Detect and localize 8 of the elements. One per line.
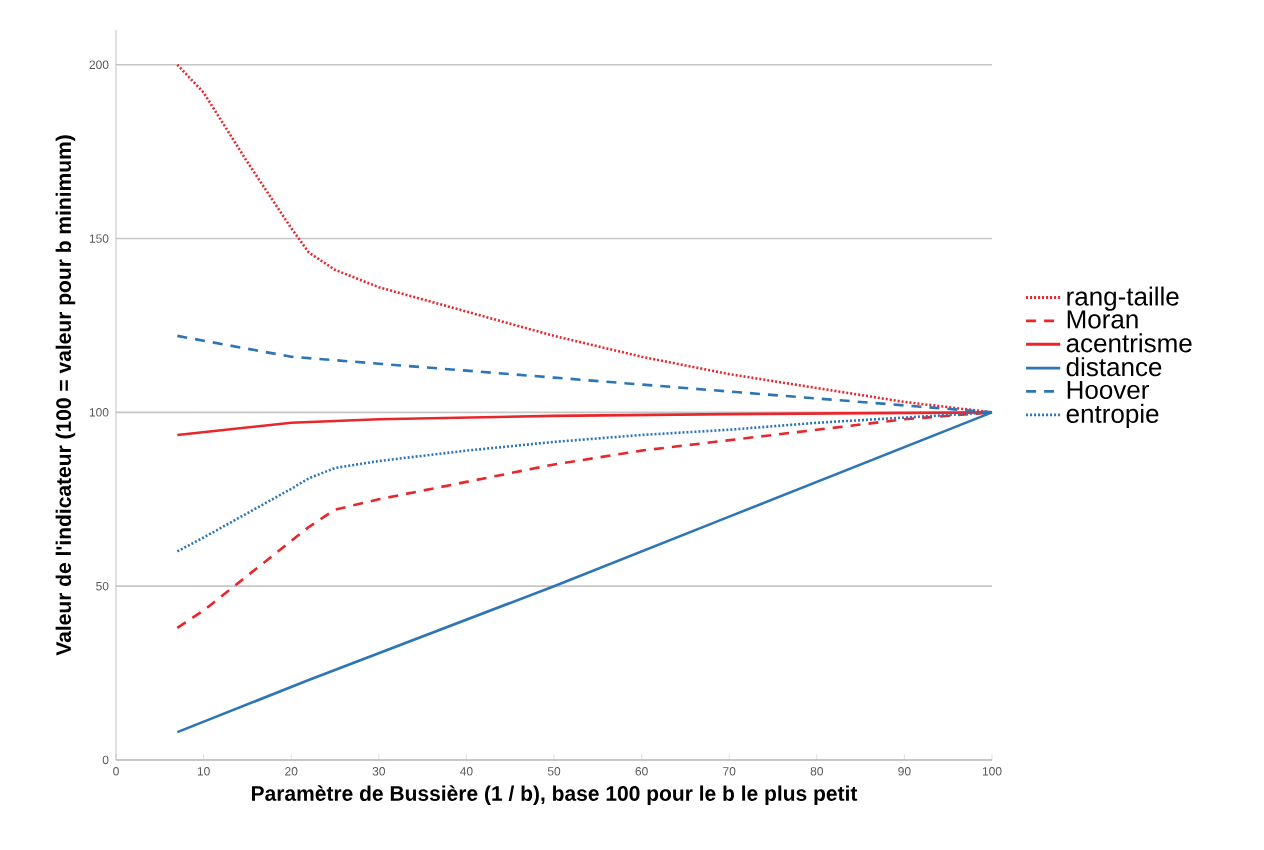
legend-label: Moran bbox=[1067, 310, 1138, 329]
legend-label: entropie bbox=[1066, 403, 1159, 429]
legend-label: rang-taille bbox=[1067, 286, 1179, 311]
legend-label: Hoover bbox=[1067, 380, 1149, 400]
y-axis-title: Valeur de l'indicateur (100 = valeur pour b minimum) bbox=[55, 135, 76, 656]
legend-label: distance bbox=[1066, 357, 1162, 377]
x-axis-title: Paramètre de Bussière (1 / b), base 100 pour le b le plus petit bbox=[251, 785, 858, 806]
legend-label: acentrisme bbox=[1066, 333, 1192, 353]
